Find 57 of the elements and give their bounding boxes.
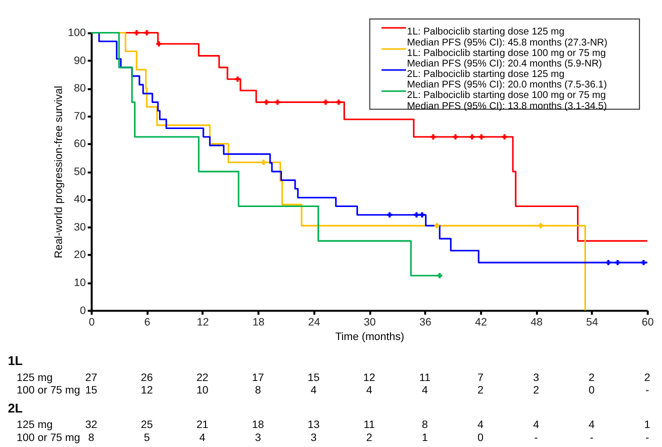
legend-label: 1L: Palbociclib starting dose 100 mg or 75 mg Median PFS (95% CI): 20.4 months (5.9-NR) (407, 48, 606, 70)
point (274, 100, 280, 105)
point (144, 30, 150, 36)
y-tick-label: 40 (74, 194, 86, 206)
point (419, 212, 425, 218)
y-tick-label: 30 (74, 221, 86, 234)
point (437, 273, 442, 278)
point (538, 223, 544, 228)
x-axis-title: Time (months) (335, 331, 404, 344)
y-tick-label: 70 (74, 110, 86, 122)
point (478, 134, 484, 140)
x-tick-label: 18 (252, 316, 265, 329)
point (336, 100, 342, 105)
y-tick-label: 90 (74, 54, 86, 67)
point (434, 223, 440, 228)
legend-label: 1L: Palbociclib starting dose 125 mg Median PFS (95% CI): 45.8 months (27.3-NR) (407, 26, 608, 49)
x-tick-label: 24 (308, 316, 320, 329)
text: 125 mg 32 25 21 18 13 11 8 4 4 4 1 (16, 419, 650, 432)
point (615, 260, 620, 266)
x-tick-label: 48 (530, 316, 543, 329)
point (261, 160, 266, 165)
point (606, 260, 611, 266)
text: 2L (8, 400, 23, 416)
y-tick-label: 50 (74, 166, 86, 178)
y-axis-title: Real-world progression-free survival (52, 86, 65, 258)
point (640, 260, 646, 266)
x-tick-label: 0 (88, 316, 95, 329)
point (502, 134, 508, 140)
point (156, 41, 162, 46)
legend-label: 2L: Palbociclib starting dose 125 mg Median PFS (95% CI): 20.0 months (7.5-36.1) (407, 68, 607, 91)
point (323, 100, 328, 105)
x-tick-label: 30 (364, 316, 376, 329)
point (452, 134, 458, 140)
point (414, 212, 420, 218)
y-tick-label: 100 (68, 27, 86, 40)
legend-label: 2L: Palbociclib starting dose 100 mg or 75 mg Median PFS (95% CI): 13.8 months (3.1-34.5) (407, 90, 607, 112)
point (470, 134, 475, 140)
point (264, 100, 269, 105)
y-tick-label: 10 (74, 277, 86, 289)
text: 100 or 75 mg 15 12 10 8 4 4 4 2 2 0 - (16, 384, 650, 397)
point (430, 134, 436, 140)
x-tick-label: 60 (642, 316, 654, 329)
x-tick-label: 12 (196, 316, 209, 329)
point (134, 30, 140, 36)
y-tick-label: 60 (74, 138, 86, 150)
point (387, 212, 392, 218)
point (235, 76, 240, 82)
y-tick-label: 0 (80, 304, 86, 317)
x-tick-label: 6 (144, 316, 150, 329)
text: 125 mg 27 26 22 17 15 12 11 7 3 2 2 (16, 372, 650, 384)
x-tick-label: 54 (586, 316, 598, 329)
x-tick-label: 36 (419, 316, 432, 329)
x-tick-label: 42 (474, 316, 487, 329)
text: 100 or 75 mg 8 5 4 3 3 2 1 0 - - - (16, 432, 650, 444)
y-tick-label: 20 (74, 249, 86, 262)
y-tick-label: 80 (74, 82, 86, 95)
text: 1L (8, 353, 23, 368)
